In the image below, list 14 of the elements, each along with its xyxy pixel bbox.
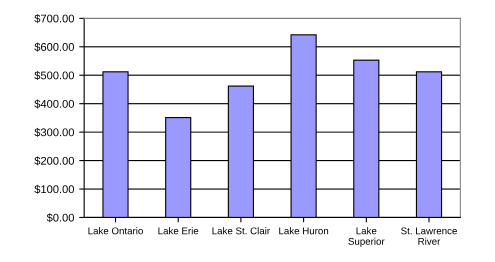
y-tick-label: $100.00 <box>34 184 74 194</box>
y-tick-label: $200.00 <box>34 156 74 166</box>
x-tick-label: Lake St. Clair <box>212 227 270 234</box>
x-tick-label: St. Lawrence River <box>401 227 457 245</box>
x-tick-label: Lake Huron <box>279 227 328 234</box>
y-tick-label: $700.00 <box>34 14 74 24</box>
y-tick-label: $600.00 <box>34 42 74 52</box>
y-tick-label: $0.00 <box>46 213 74 222</box>
y-tick-label: $400.00 <box>34 99 74 108</box>
y-tick-label: $500.00 <box>34 71 74 80</box>
y-tick-label: $300.00 <box>34 128 74 137</box>
x-tick-label: Lake Ontario <box>88 227 143 234</box>
x-tick-label: Lake Superior <box>348 227 385 247</box>
x-tick-label: Lake Erie <box>158 227 198 234</box>
